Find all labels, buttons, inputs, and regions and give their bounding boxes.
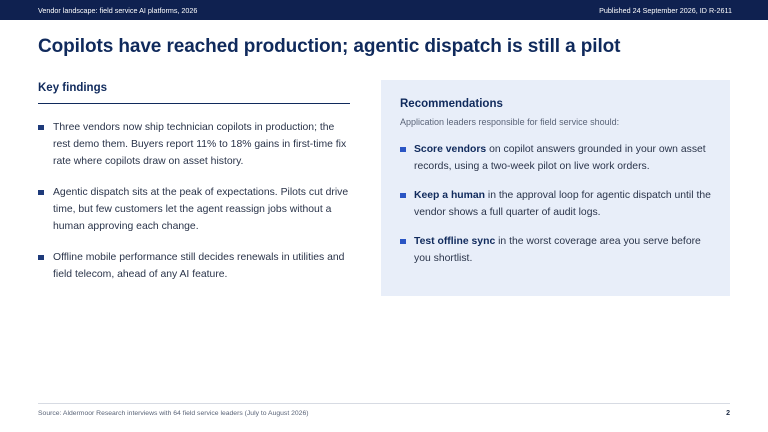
- recommendation-item: Test offline sync in the worst coverage …: [400, 233, 712, 267]
- page-title: Copilots have reached production; agenti…: [38, 36, 621, 57]
- report-series: Vendor landscape: field service AI platf…: [38, 5, 198, 15]
- square-bullet-icon: [38, 254, 44, 260]
- key-findings-section: Key findings Three vendors now ship tech…: [38, 82, 350, 297]
- finding-text: Agentic dispatch sits at the peak of exp…: [53, 187, 349, 232]
- finding-item: Three vendors now ship technician copilo…: [38, 119, 350, 170]
- footer-divider: [38, 403, 730, 404]
- finding-text: Offline mobile performance still decides…: [53, 252, 345, 280]
- square-bullet-icon: [400, 146, 406, 152]
- recommendation-item: Score vendors on copilot answers grounde…: [400, 141, 712, 175]
- square-bullet-icon: [400, 238, 406, 244]
- recommendation-detail: in the approval loop for agentic dispatc…: [414, 190, 711, 218]
- recommendation-detail: in the worst coverage area you serve bef…: [414, 236, 701, 264]
- findings-list: Three vendors now ship technician copilo…: [38, 119, 350, 283]
- recommendations-intro: Application leaders responsible for fiel…: [400, 117, 620, 127]
- square-bullet-icon: [38, 124, 44, 130]
- square-bullet-icon: [400, 192, 406, 198]
- recommendations-heading: Recommendations: [400, 98, 503, 110]
- recommendation-action: Keep a human: [414, 190, 486, 201]
- finding-item: Offline mobile performance still decides…: [38, 249, 350, 283]
- square-bullet-icon: [38, 189, 44, 195]
- recommendation-item: Keep a human in the approval loop for ag…: [400, 187, 712, 221]
- finding-item: Agentic dispatch sits at the peak of exp…: [38, 184, 350, 235]
- key-findings-heading: Key findings: [38, 82, 350, 104]
- finding-text: Three vendors now ship technician copilo…: [53, 122, 347, 167]
- recommendation-detail: on copilot answers grounded in your own …: [414, 144, 706, 172]
- recommendation-action: Test offline sync: [414, 236, 496, 247]
- source-note: Source: Aldermoor Research interviews wi…: [38, 410, 309, 417]
- recommendation-action: Score vendors: [414, 144, 487, 155]
- top-bar: Vendor landscape: field service AI platf…: [0, 0, 768, 20]
- recommendations-panel: Recommendations Application leaders resp…: [381, 80, 730, 296]
- publication-info: Published 24 September 2026, ID R-2611: [599, 5, 732, 15]
- page-number: 2: [726, 410, 730, 417]
- recommendations-list: Score vendors on copilot answers grounde…: [400, 141, 712, 267]
